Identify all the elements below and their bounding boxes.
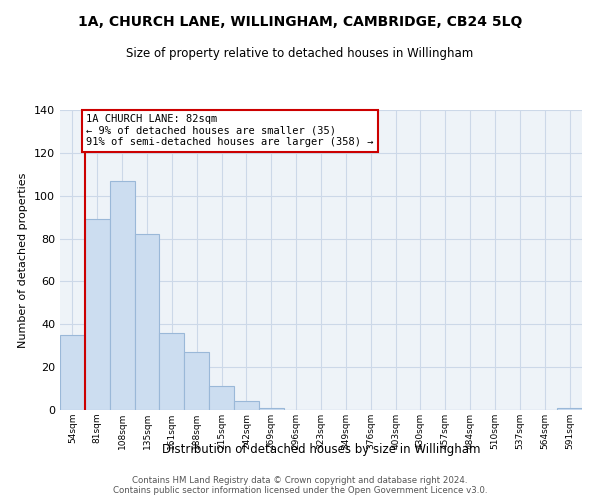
Bar [557,408,582,410]
Bar [134,234,160,410]
Bar [259,408,284,410]
Bar [234,402,259,410]
Bar [184,352,209,410]
Text: Size of property relative to detached houses in Willingham: Size of property relative to detached ho… [127,48,473,60]
Text: 1A, CHURCH LANE, WILLINGHAM, CAMBRIDGE, CB24 5LQ: 1A, CHURCH LANE, WILLINGHAM, CAMBRIDGE, … [78,15,522,29]
Bar [209,386,234,410]
Text: 1A CHURCH LANE: 82sqm
← 9% of detached houses are smaller (35)
91% of semi-detac: 1A CHURCH LANE: 82sqm ← 9% of detached h… [86,114,374,148]
Bar [60,335,85,410]
Bar [160,333,184,410]
Y-axis label: Number of detached properties: Number of detached properties [19,172,28,348]
Bar [85,220,110,410]
Bar [110,180,134,410]
Text: Contains HM Land Registry data © Crown copyright and database right 2024.
Contai: Contains HM Land Registry data © Crown c… [113,476,487,495]
Text: Distribution of detached houses by size in Willingham: Distribution of detached houses by size … [162,442,480,456]
